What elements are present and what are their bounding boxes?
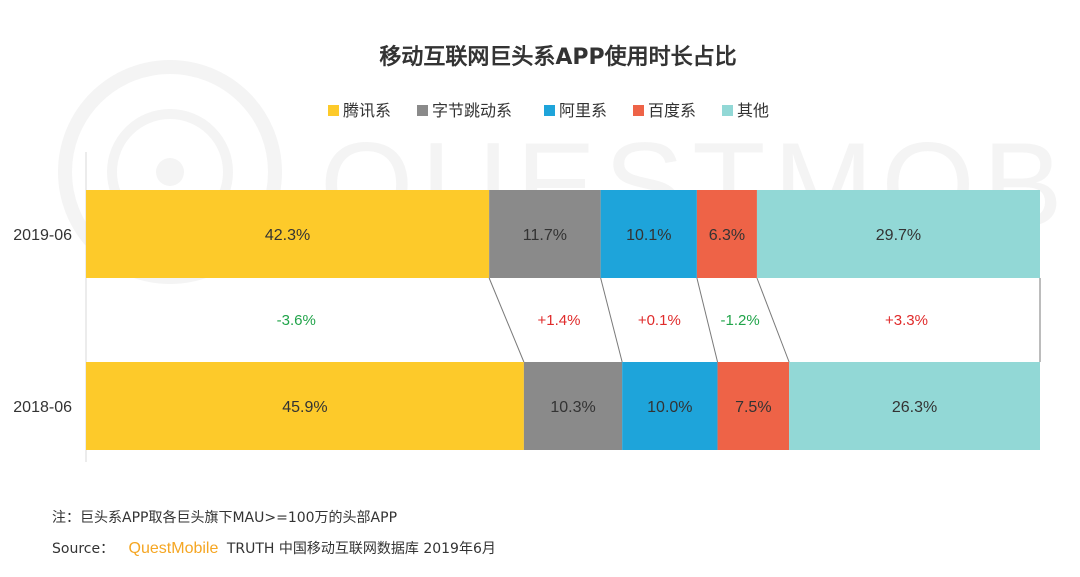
bar-segment-2018-06-4: [789, 362, 1040, 450]
bar-value-label: 10.0%: [647, 399, 692, 416]
bar-value-label: 7.5%: [735, 399, 771, 416]
source-rest: TRUTH 中国移动互联网数据库 2019年6月: [226, 541, 496, 557]
bar-value-label: 11.7%: [523, 227, 567, 244]
bar-segment-2018-06-2: [622, 362, 718, 450]
change-label-3: -1.2%: [721, 312, 760, 329]
bar-value-label: 26.3%: [892, 399, 937, 416]
chart-title: 移动互联网巨头系APP使用时长占比: [379, 44, 736, 70]
legend-swatch-4: [722, 105, 733, 116]
source-label: Source：: [52, 541, 114, 557]
bar-value-label: 45.9%: [282, 399, 327, 416]
connector-line-1: [488, 277, 525, 363]
change-labels: -3.6% +1.4% +0.1% -1.2% +3.3%: [277, 312, 928, 329]
footer-note: 注：巨头系APP取各巨头旗下MAU>=100万的头部APP: [52, 510, 397, 526]
legend-swatch-0: [328, 105, 339, 116]
bar-segment-2019-06-1: [489, 190, 601, 278]
legend-label-0: 腾讯系: [343, 101, 391, 120]
bar-segment-2018-06-3: [717, 362, 790, 450]
connector-line-4: [756, 277, 790, 363]
connector-line-3: [696, 277, 719, 363]
bar-labels: 42.3% 11.7% 10.1% 6.3% 29.7% 45.9% 10.3% 10.0% 7…: [265, 227, 937, 416]
bar-segment-2018-06-0: [86, 362, 524, 450]
watermark-logo-dot: [156, 158, 184, 186]
connector-line-2: [600, 277, 623, 363]
change-label-2: +0.1%: [638, 312, 681, 329]
bar-segment-2019-06-2: [600, 190, 697, 278]
y-tick-label-2018-06: 2018-06: [13, 399, 72, 416]
y-tick-label-2019-06: 2019-06: [13, 227, 72, 244]
legend: 腾讯系 字节跳动系 阿里系 百度系 其他: [328, 101, 769, 120]
legend-swatch-1: [417, 105, 428, 116]
legend-swatch-3: [633, 105, 644, 116]
legend-label-3: 百度系: [648, 101, 696, 120]
legend-swatch-2: [544, 105, 555, 116]
bar-segment-2019-06-4: [756, 190, 1040, 278]
bar-value-label: 10.1%: [626, 227, 671, 244]
connector-lines: [488, 277, 1041, 363]
change-label-4: +3.3%: [885, 312, 928, 329]
bar-value-label: 29.7%: [876, 227, 921, 244]
bar-value-label: 6.3%: [709, 227, 745, 244]
legend-label-1: 字节跳动系: [432, 101, 512, 120]
bar-value-label: 10.3%: [550, 399, 595, 416]
footer: 注：巨头系APP取各巨头旗下MAU>=100万的头部APP Source： Qu…: [52, 510, 496, 557]
legend-label-4: 其他: [737, 101, 769, 120]
bar-segment-2019-06-0: [86, 190, 490, 278]
source-brand: QuestMobile: [129, 540, 219, 557]
bars: [86, 190, 1040, 450]
footer-source: Source： QuestMobile TRUTH 中国移动互联网数据库 201…: [52, 540, 496, 557]
bar-value-label: 42.3%: [265, 227, 310, 244]
legend-label-2: 阿里系: [559, 101, 607, 120]
y-tick-labels: 2019-06 2018-06: [13, 227, 72, 416]
bar-segment-2018-06-1: [523, 362, 623, 450]
change-label-0: -3.6%: [277, 312, 316, 329]
change-label-1: +1.4%: [537, 312, 580, 329]
bar-segment-2019-06-3: [696, 190, 757, 278]
